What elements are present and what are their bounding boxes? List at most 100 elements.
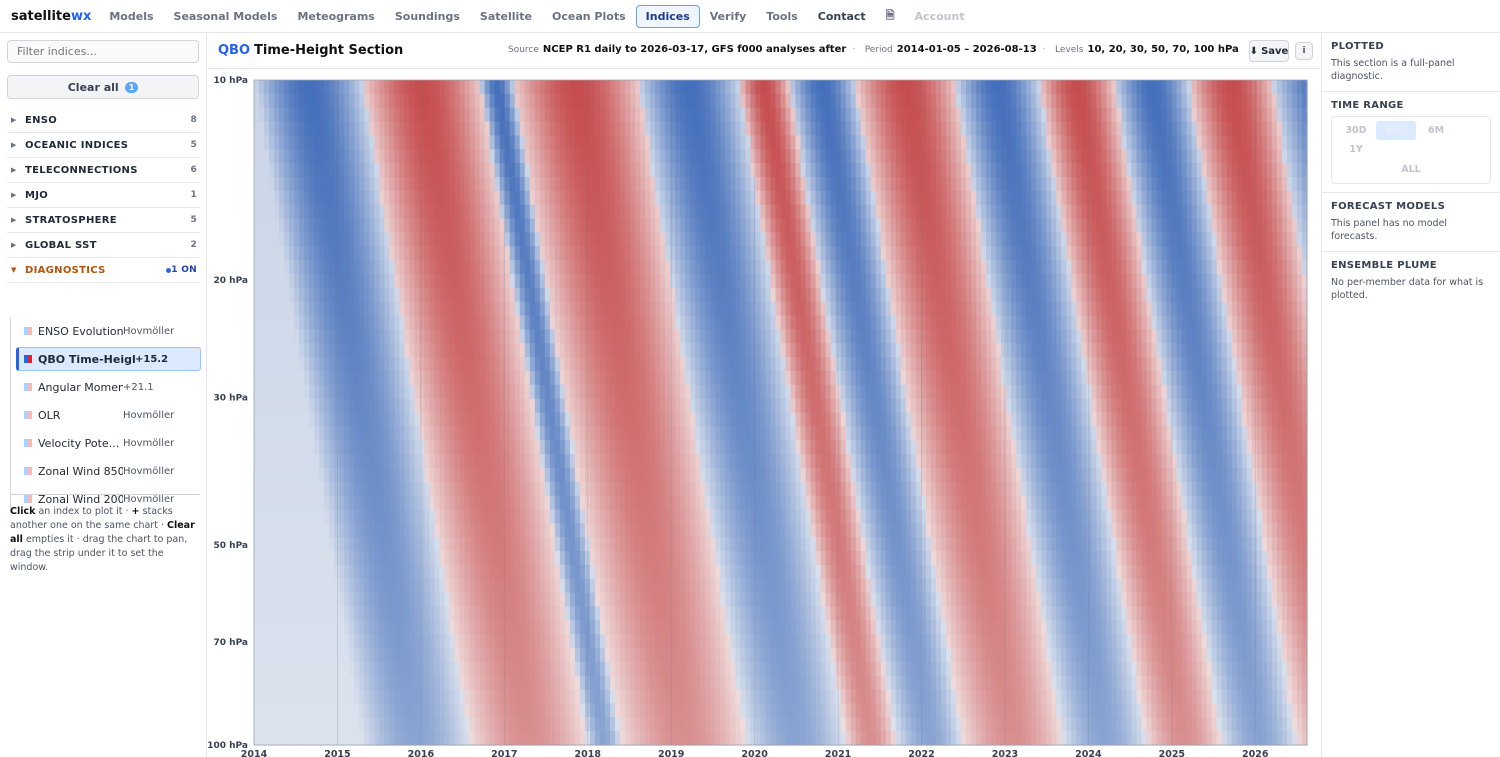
diagnostic-item[interactable]: ENSO Evolution Hovmöller	[11, 317, 201, 345]
heatmap-cell	[259, 287, 265, 303]
diagnostic-label: QBO Time-Height	[38, 352, 135, 366]
heatmap-cell	[489, 273, 496, 289]
heatmap-cell	[640, 329, 646, 344]
heatmap-cell	[905, 343, 912, 358]
heatmap-cell	[1191, 260, 1198, 275]
heatmap-cell	[670, 135, 676, 150]
heatmap-cell	[976, 357, 982, 372]
heatmap-cell	[1166, 260, 1173, 275]
nav-soundings[interactable]: Soundings	[394, 9, 460, 23]
heatmap-cell	[986, 149, 992, 164]
heatmap-cell	[675, 301, 681, 317]
heatmap-cell	[279, 357, 285, 372]
heatmap-cell	[599, 218, 606, 233]
heatmap-cell	[284, 357, 290, 372]
heatmap-cell	[1136, 384, 1143, 400]
heatmap-cell	[489, 107, 496, 123]
heatmap-cell	[539, 107, 546, 123]
heatmap-cell	[1221, 357, 1228, 372]
heatmap-cell	[966, 80, 972, 95]
heatmap-cell	[459, 204, 466, 220]
heatmap-cell	[584, 287, 591, 303]
diagnostic-item[interactable]: OLR Hovmöller	[11, 401, 201, 429]
category-oceanic-indices[interactable]: ▶ OCEANIC INDICES 5	[7, 133, 200, 158]
diagnostic-item[interactable]: QBO Time-Height +15.2	[16, 347, 201, 371]
heatmap-cell	[344, 315, 350, 330]
heatmap-cell	[800, 315, 807, 330]
heatmap-cell	[1021, 121, 1027, 137]
heatmap-cell	[434, 315, 441, 330]
nav-verify[interactable]: Verify	[709, 9, 747, 23]
heatmap-cell	[484, 107, 491, 123]
heatmap-cell	[775, 343, 782, 358]
nav-account[interactable]: Account	[914, 9, 965, 23]
heatmap-cell	[735, 163, 741, 178]
nav-contact[interactable]: Contact	[817, 9, 866, 23]
heatmap-cell	[785, 287, 792, 303]
heatmap-cell	[469, 135, 476, 150]
heatmap-cell	[519, 287, 526, 303]
filter-indices-input[interactable]	[7, 40, 199, 63]
info-button[interactable]: i	[1295, 42, 1313, 60]
heatmap-cell	[961, 343, 967, 358]
heatmap-cell	[735, 273, 741, 289]
save-button[interactable]: ⬇ Save	[1249, 40, 1289, 62]
heatmap-cell	[584, 398, 591, 414]
category-diagnostics[interactable]: ▼ DIAGNOSTICS 1 ON	[7, 258, 200, 283]
nav-models[interactable]: Models	[109, 9, 154, 23]
heatmap-cell	[640, 301, 646, 317]
diagnostic-item[interactable]: Zonal Wind 850 Hovmöller	[11, 457, 201, 485]
nav-seasonal-models[interactable]: Seasonal Models	[173, 9, 278, 23]
document-icon[interactable]: 🗎	[885, 8, 895, 22]
heatmap-cell	[675, 107, 681, 123]
heatmap-cell	[1201, 260, 1208, 275]
category-mjo[interactable]: ▶ MJO 1	[7, 183, 200, 208]
category-global-sst[interactable]: ▶ GLOBAL SST 2	[7, 233, 200, 258]
clear-all-button[interactable]: Clear all 1	[7, 75, 199, 99]
heatmap-cell	[710, 80, 716, 95]
qbo-time-height-chart[interactable]: 2014 2015 2016 2017 2018 2019 2020 2021 2022 2023…	[208, 69, 1320, 757]
heatmap-cell	[905, 135, 912, 150]
nav-ocean-plots[interactable]: Ocean Plots	[552, 9, 626, 23]
heatmap-cell	[991, 190, 997, 206]
heatmap-cell	[539, 176, 546, 192]
diagnostic-item[interactable]: Zonal Wind 200 Hovmöller	[11, 485, 201, 513]
category-teleconnections[interactable]: ▶ TELECONNECTIONS 6	[7, 158, 200, 183]
heatmap-cell	[665, 218, 671, 233]
heatmap-cell	[299, 107, 305, 123]
heatmap-cell	[1121, 273, 1128, 289]
heatmap-cell	[665, 246, 671, 261]
nav-tools[interactable]: Tools	[766, 9, 798, 23]
heatmap-cell	[920, 149, 927, 164]
nav-indices[interactable]: Indices	[635, 4, 700, 28]
heatmap-cell	[1121, 246, 1128, 261]
heatmap-cell	[730, 246, 736, 261]
heatmap-cell	[1181, 329, 1188, 344]
heatmap-cell	[1286, 121, 1293, 137]
category-enso[interactable]: ▶ ENSO 8	[7, 108, 200, 133]
heatmap-cell	[950, 301, 957, 317]
heatmap-cell	[1141, 176, 1148, 192]
heatmap-cell	[1126, 273, 1133, 289]
diagnostic-item[interactable]: Angular Momentum+21.1	[11, 373, 201, 401]
nav-satellite[interactable]: Satellite	[479, 9, 533, 23]
brand-logo[interactable]: satellitewx	[11, 9, 91, 24]
category-stratosphere[interactable]: ▶ STRATOSPHERE 5	[7, 208, 200, 233]
heatmap-cell	[700, 357, 706, 372]
chart-header: QBO Time-Height Section Source NCEP R1 dai…	[208, 33, 1320, 69]
heatmap-cell	[534, 398, 541, 414]
heatmap-cell	[810, 163, 817, 178]
heatmap-cell	[354, 343, 360, 358]
heatmap-cell	[489, 287, 496, 303]
heatmap-cell	[855, 287, 862, 303]
heatmap-cell	[379, 329, 385, 344]
heatmap-cell	[775, 190, 782, 206]
heatmap-cell	[910, 260, 917, 275]
diagnostic-item[interactable]: Velocity Pote... Hovmöller	[11, 429, 201, 457]
heatmap-cell	[665, 149, 671, 164]
heatmap-cell	[409, 232, 416, 247]
nav-meteograms[interactable]: Meteograms	[297, 9, 375, 23]
heatmap-cell	[524, 398, 531, 414]
heatmap-cell	[329, 80, 335, 95]
chart-meta: Source NCEP R1 daily to 2026-03-17, GFS f…	[508, 44, 1239, 55]
